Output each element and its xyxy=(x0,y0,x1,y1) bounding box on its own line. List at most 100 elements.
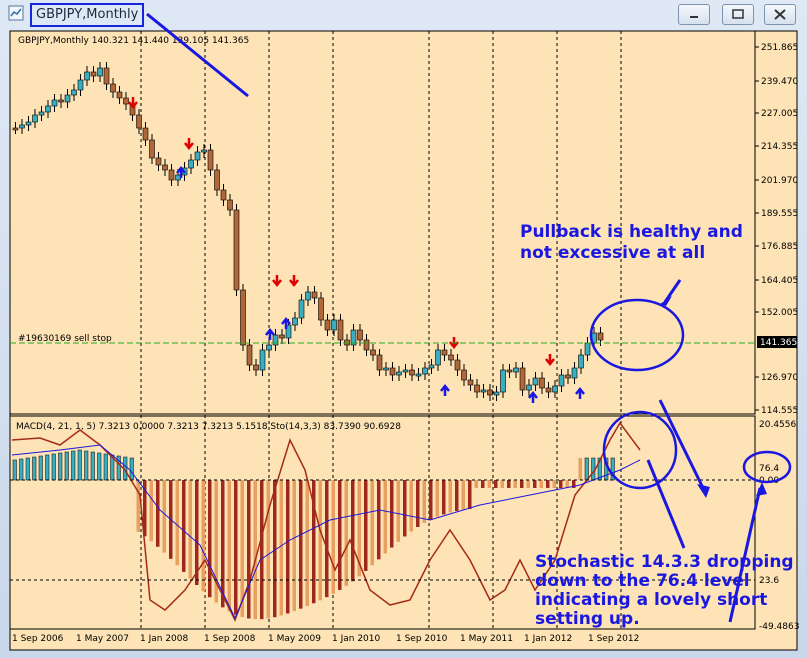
macd-bar xyxy=(578,458,582,480)
macd-bar xyxy=(64,451,69,481)
macd-bar xyxy=(240,480,244,617)
macd-bar xyxy=(513,480,517,488)
time-tick-label: 1 Jan 2008 xyxy=(140,634,188,644)
indicator-pane[interactable] xyxy=(9,415,756,630)
macd-bar xyxy=(539,480,543,488)
price-tick-label: 201.970 xyxy=(761,176,798,186)
candle-body xyxy=(357,329,363,341)
macd-bar xyxy=(201,480,205,592)
candle-body xyxy=(201,149,207,153)
price-tick-label: 189.555 xyxy=(761,209,798,219)
pullback-arrowhead xyxy=(660,296,672,306)
candle-body xyxy=(311,291,318,299)
buy-signal-arrow xyxy=(176,165,186,178)
candle-body xyxy=(409,369,415,376)
sell-signal-arrow xyxy=(545,354,555,367)
candle-body xyxy=(448,354,454,361)
macd-bar xyxy=(84,450,89,481)
macd-bar xyxy=(292,480,296,612)
macd-bar xyxy=(247,480,251,619)
candle-body xyxy=(578,354,584,369)
candles xyxy=(12,62,604,401)
macd-bar xyxy=(188,480,192,579)
buy-signal-arrow xyxy=(265,327,275,340)
time-tick-label: 1 May 2007 xyxy=(76,634,129,644)
price-pane[interactable] xyxy=(9,30,756,415)
candle-body xyxy=(12,127,19,131)
level-arrow xyxy=(728,487,762,623)
macd-bar xyxy=(12,459,17,481)
sell-signal-arrow xyxy=(128,97,138,110)
maximize-button[interactable] xyxy=(722,4,754,25)
macd-bar xyxy=(409,480,413,532)
candle-body xyxy=(253,364,259,371)
macd-histogram xyxy=(12,449,615,620)
maximize-icon xyxy=(732,9,744,19)
candle-body xyxy=(19,124,25,129)
candle-body xyxy=(552,385,558,393)
macd-bar xyxy=(468,480,472,510)
macd-bar xyxy=(221,480,225,608)
macd-bar xyxy=(19,458,24,481)
macd-bar xyxy=(481,480,485,488)
price-tick-label: 114.555 xyxy=(761,406,798,416)
price-tick-label: 176.885 xyxy=(761,242,798,252)
macd-bar xyxy=(156,480,160,547)
macd-bar xyxy=(584,457,589,481)
time-tick-label: 1 Sep 2010 xyxy=(396,634,448,644)
macd-bar xyxy=(162,480,166,553)
candle-body xyxy=(45,105,51,113)
macd-bar xyxy=(97,452,102,481)
stochastic-note-line4: setting up. xyxy=(535,609,640,629)
macd-bar xyxy=(448,480,452,513)
macd-bar xyxy=(455,480,459,512)
macd-bar xyxy=(312,480,316,604)
macd-bar xyxy=(351,480,355,582)
candle-body xyxy=(285,324,292,339)
candle-body xyxy=(279,334,285,339)
macd-bar xyxy=(266,480,270,619)
candle-body xyxy=(454,359,461,371)
candle-body xyxy=(240,289,246,346)
candle-body xyxy=(526,384,532,391)
candle-body xyxy=(142,127,149,141)
signal-arrows xyxy=(128,97,585,403)
macd-bar xyxy=(357,480,361,577)
macd-bar xyxy=(38,455,43,481)
candle-body xyxy=(305,291,311,301)
candle-body xyxy=(58,99,64,103)
candle-body xyxy=(51,99,58,107)
candle-body xyxy=(584,342,591,356)
macd-bar xyxy=(51,453,56,481)
macd-bar xyxy=(416,480,420,527)
time-tick-label: 1 Jan 2012 xyxy=(524,634,572,644)
macd-bar xyxy=(526,480,530,488)
candle-body xyxy=(292,317,298,326)
close-button[interactable] xyxy=(764,4,796,25)
macd-bar xyxy=(344,480,348,586)
macd-bar xyxy=(25,457,30,481)
candle-body xyxy=(155,157,162,166)
macd-bar xyxy=(572,480,576,488)
macd-signal-line xyxy=(11,444,641,620)
minimize-button[interactable] xyxy=(678,4,710,25)
candle-body xyxy=(402,369,409,373)
macd-bar xyxy=(370,480,374,566)
candle-body xyxy=(422,367,428,375)
level-circle xyxy=(742,450,792,484)
macd-bar xyxy=(182,480,186,572)
macd-bar xyxy=(214,480,218,603)
candle-body xyxy=(233,209,240,291)
candle-body xyxy=(500,369,506,393)
candle-body xyxy=(435,349,441,366)
macd-bar xyxy=(103,453,108,481)
macd-bar xyxy=(273,480,277,618)
stochastic-note-line2: down to the 76.4 level xyxy=(535,571,750,591)
candle-body xyxy=(493,391,500,396)
stochastic-arrow xyxy=(646,459,686,549)
macd-bar xyxy=(227,480,231,612)
title-bar[interactable]: GBPJPY,Monthly xyxy=(0,0,807,28)
macd-bar xyxy=(435,480,439,517)
